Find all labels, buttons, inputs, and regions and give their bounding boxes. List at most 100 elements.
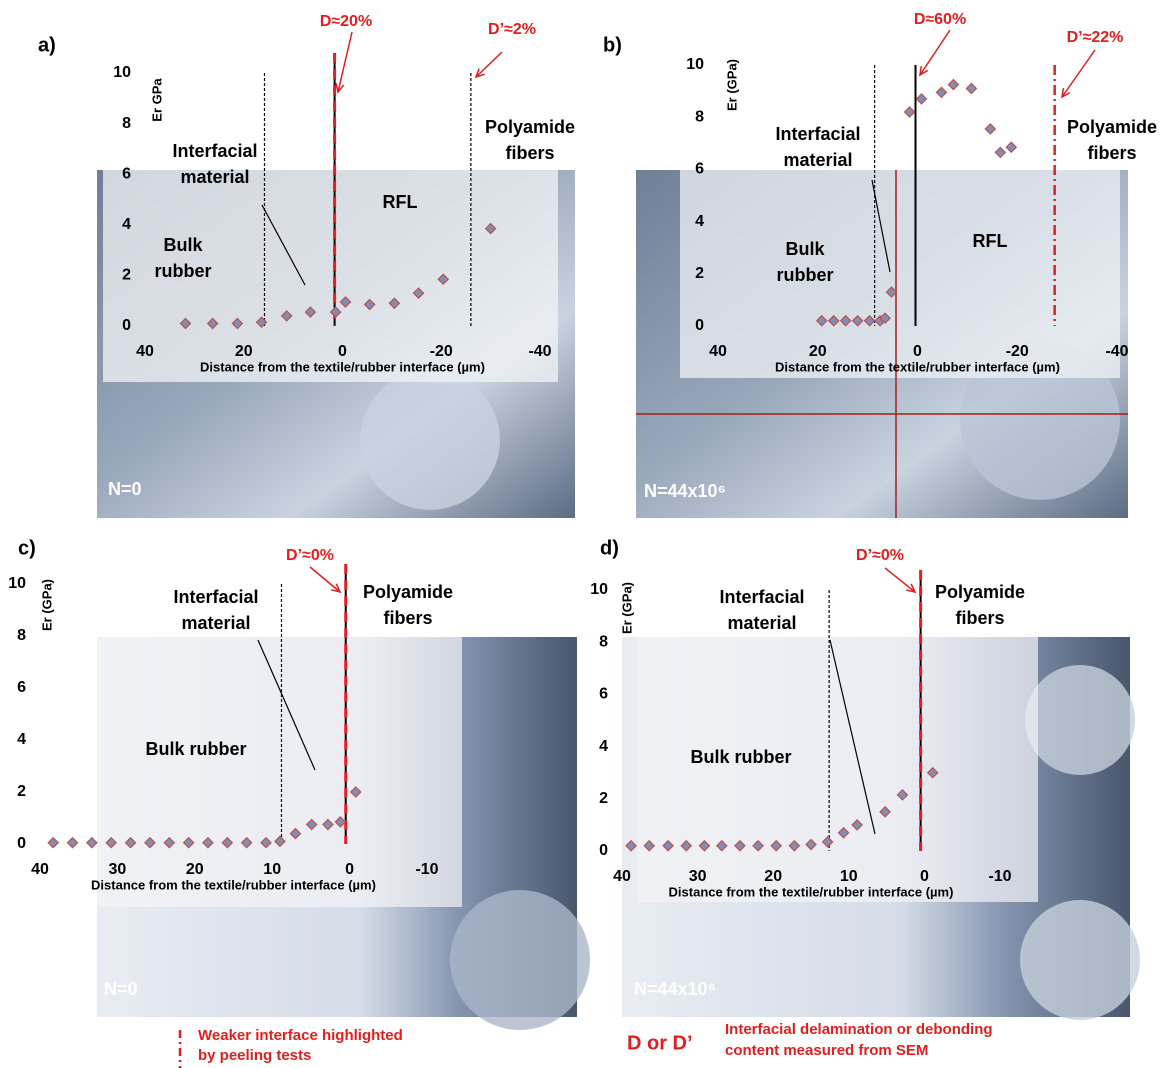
annotation: rubber	[776, 265, 833, 285]
y-axis-label: Er (GPa)	[724, 59, 739, 111]
x-axis-label: Distance from the textile/rubber interfa…	[669, 884, 954, 899]
y-tick-label: 10	[590, 581, 608, 598]
annotation: material	[180, 167, 249, 187]
annotation: Bulk	[785, 239, 825, 259]
annotation: N=44x10⁶	[634, 979, 716, 999]
y-tick-label: 0	[122, 317, 131, 334]
y-tick-label: 4	[17, 731, 26, 748]
data-point	[995, 147, 1005, 157]
arrow-head	[920, 66, 928, 75]
x-tick-label: -10	[415, 861, 438, 878]
y-tick-label: 2	[17, 783, 26, 800]
annotation: D’≈0%	[856, 547, 904, 564]
annotation: D’≈22%	[1067, 29, 1124, 46]
arrow	[476, 52, 502, 77]
y-tick-label: 6	[599, 686, 608, 703]
annotation: material	[783, 150, 852, 170]
y-tick-label: 2	[122, 267, 131, 284]
x-tick-label: 40	[709, 343, 727, 360]
arrow	[338, 32, 352, 92]
y-tick-label: 2	[599, 790, 608, 807]
x-tick-label: 20	[809, 343, 827, 360]
data-point	[87, 838, 97, 848]
y-tick-label: 8	[695, 108, 704, 125]
y-tick-label: 6	[17, 679, 26, 696]
panel-label: c)	[18, 537, 36, 559]
arrow	[885, 568, 915, 592]
data-point	[68, 838, 78, 848]
arrow	[310, 567, 340, 592]
y-tick-label: 8	[17, 627, 26, 644]
x-tick-label: 0	[345, 861, 354, 878]
data-point	[966, 83, 976, 93]
y-tick-label: 4	[695, 213, 704, 230]
annotation: rubber	[154, 261, 211, 281]
x-tick-label: 40	[31, 861, 49, 878]
annotation: D≈20%	[320, 13, 372, 30]
y-tick-label: 10	[8, 575, 26, 592]
y-tick-label: 8	[599, 633, 608, 650]
x-tick-label: 20	[186, 861, 204, 878]
y-tick-label: 4	[599, 738, 608, 755]
x-tick-label: 30	[689, 868, 707, 885]
annotation: Interfacial	[775, 124, 860, 144]
annotation: fibers	[505, 143, 554, 163]
x-tick-label: 0	[920, 868, 929, 885]
arrow	[1062, 50, 1095, 97]
annotation: Polyamide	[935, 582, 1025, 602]
annotation: N=44x10⁶	[644, 481, 726, 501]
y-axis-label: Er (GPa)	[39, 579, 54, 631]
y-axis-label: Er GPa	[149, 78, 164, 122]
y-tick-label: 2	[695, 265, 704, 282]
x-tick-label: -20	[1006, 343, 1029, 360]
annotation: material	[181, 613, 250, 633]
y-tick-label: 8	[122, 115, 131, 132]
annotation: Polyamide	[485, 117, 575, 137]
x-tick-label: 30	[109, 861, 127, 878]
y-axis-label: Er (GPa)	[619, 582, 634, 634]
annotation: Interfacial	[173, 587, 258, 607]
annotation: Bulk rubber	[690, 747, 791, 767]
annotation: D≈60%	[914, 11, 966, 28]
annotation: fibers	[383, 608, 432, 628]
y-tick-label: 0	[695, 317, 704, 334]
x-tick-label: 0	[338, 343, 347, 360]
annotation: RFL	[973, 231, 1008, 251]
panel-label: a)	[38, 34, 56, 56]
annotation: D’≈0%	[286, 547, 334, 564]
x-tick-label: -20	[430, 343, 453, 360]
x-tick-label: 10	[840, 868, 858, 885]
x-tick-label: 20	[235, 343, 253, 360]
annotation: D’≈2%	[488, 21, 536, 38]
note-symbol: D or D’	[627, 1032, 693, 1054]
data-point	[985, 124, 995, 134]
x-tick-label: 0	[913, 343, 922, 360]
annotation: N=0	[104, 979, 138, 999]
data-point	[1006, 142, 1016, 152]
y-tick-label: 6	[122, 165, 131, 182]
x-tick-label: -40	[1105, 343, 1128, 360]
x-tick-label: 20	[764, 868, 782, 885]
annotation: Bulk rubber	[145, 739, 246, 759]
note: by peeling tests	[198, 1047, 311, 1064]
x-axis-label: Distance from the textile/rubber interfa…	[200, 359, 485, 374]
x-tick-label: -40	[528, 343, 551, 360]
data-point	[948, 80, 958, 90]
y-tick-label: 6	[695, 161, 704, 178]
annotation: fibers	[955, 608, 1004, 628]
annotation: N=0	[108, 479, 142, 499]
x-axis-label: Distance from the textile/rubber interfa…	[91, 877, 376, 892]
y-tick-label: 10	[686, 56, 704, 73]
x-tick-label: -10	[988, 868, 1011, 885]
annotation: Interfacial	[172, 141, 257, 161]
annotation: material	[727, 613, 796, 633]
y-tick-label: 4	[122, 216, 131, 233]
y-tick-label: 10	[113, 64, 131, 81]
note: Weaker interface highlighted	[198, 1027, 403, 1044]
data-point	[905, 107, 915, 117]
x-tick-label: 40	[613, 868, 631, 885]
annotation: RFL	[383, 192, 418, 212]
y-tick-label: 0	[17, 835, 26, 852]
x-tick-label: 40	[136, 343, 154, 360]
y-tick-label: 0	[599, 842, 608, 859]
